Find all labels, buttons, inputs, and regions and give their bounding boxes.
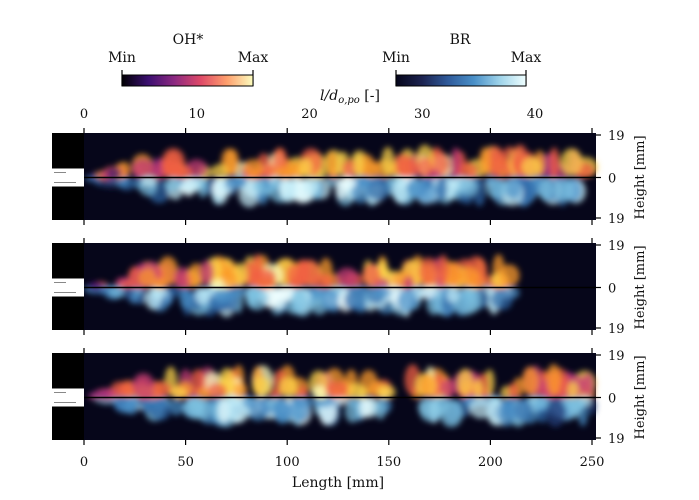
right-tick-label: 19 (608, 322, 625, 337)
right-tick-label: 19 (608, 349, 625, 364)
bottom-tick-label: 50 (177, 455, 194, 470)
flame-panel: 19 0 19 Height [mm] (52, 238, 648, 337)
right-axis-label: Height [mm] (633, 135, 648, 219)
nozzle (52, 278, 84, 297)
right-tick-label: 0 (608, 172, 616, 187)
bottom-axis-ticks: 0 50 100 150 200 250 (80, 455, 605, 470)
top-tick-label: 10 (188, 107, 205, 122)
top-tick-label: 30 (414, 107, 431, 122)
right-axis-label: Height [mm] (633, 355, 648, 439)
panels: 19 0 19 Height [mm] 19 0 19 Height [mm] 19 0 19 Hei… (52, 128, 648, 447)
right-tick-label: 19 (608, 239, 625, 254)
oh-colorbar-min: Min (108, 50, 136, 66)
flame-image (84, 144, 598, 208)
right-tick-label: 19 (608, 129, 625, 144)
flame-panel: 19 0 19 Height [mm] (52, 348, 648, 447)
right-axis-label: Height [mm] (633, 245, 648, 329)
right-tick-label: 0 (608, 392, 616, 407)
br-colorbar-min: Min (382, 50, 410, 66)
top-axis-ticks: 0 10 20 30 40 (80, 107, 543, 122)
top-tick-label: 40 (527, 107, 544, 122)
oh-colorbar-max: Max (238, 50, 269, 66)
bottom-tick-label: 200 (478, 455, 503, 470)
right-tick-label: 19 (608, 432, 625, 447)
br-colorbar: BR Min Max (382, 32, 542, 87)
flame-image (87, 363, 597, 428)
oh-colorbar: OH* Min Max (108, 32, 269, 87)
oh-colorbar-title: OH* (173, 32, 204, 48)
bottom-tick-label: 150 (376, 455, 401, 470)
br-colorbar-max: Max (511, 50, 542, 66)
bottom-tick-label: 250 (580, 455, 605, 470)
flame-panel: 19 0 19 Height [mm] (52, 128, 648, 227)
top-tick-label: 0 (80, 107, 88, 122)
nozzle (52, 388, 84, 407)
flame-image (84, 253, 520, 318)
br-colorbar-title: BR (450, 32, 471, 48)
right-tick-label: 0 (608, 282, 616, 297)
br-colorbar-bar (395, 74, 527, 87)
top-tick-label: 20 (301, 107, 318, 122)
nozzle (52, 168, 84, 187)
right-tick-label: 19 (608, 212, 625, 227)
oh-colorbar-bar (121, 74, 254, 87)
top-axis-label: l/do,po [-] (320, 88, 380, 106)
bottom-axis-label: Length [mm] (292, 475, 384, 491)
bottom-tick-label: 100 (275, 455, 300, 470)
bottom-tick-label: 0 (80, 455, 88, 470)
